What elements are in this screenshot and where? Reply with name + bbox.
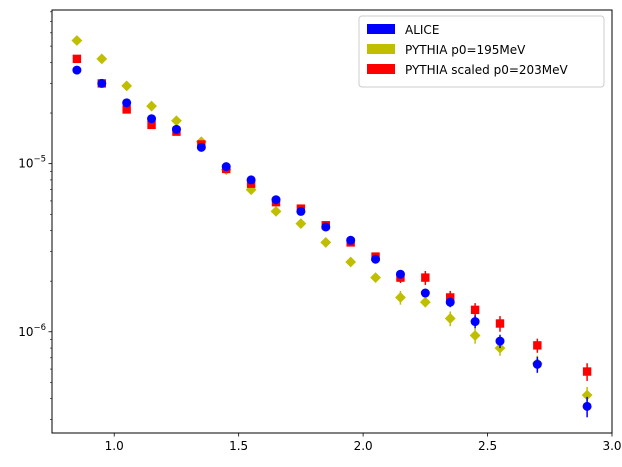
x-tick-label: 2.0 xyxy=(354,439,373,453)
legend: ALICE PYTHIA p0=195MeV PYTHIA scaled p0=20… xyxy=(358,15,605,88)
data-point xyxy=(171,115,182,127)
data-point xyxy=(581,389,593,401)
data-point xyxy=(72,65,82,75)
data-point xyxy=(346,235,356,245)
data-point xyxy=(495,336,505,346)
legend-box xyxy=(358,15,605,88)
data-point xyxy=(495,319,505,328)
x-tick-label: 1.5 xyxy=(229,439,248,453)
data-point xyxy=(533,341,542,350)
data-point xyxy=(345,256,357,268)
data-point xyxy=(582,367,592,376)
data-point xyxy=(421,273,430,282)
data-point xyxy=(97,78,107,88)
data-point xyxy=(395,292,406,303)
data-point xyxy=(470,305,480,315)
legend-label: PYTHIA scaled p0=203MeV xyxy=(405,63,569,77)
data-point xyxy=(146,100,157,112)
legend-label: ALICE xyxy=(405,23,439,37)
data-point xyxy=(246,175,256,185)
data-point xyxy=(96,53,108,65)
data-point xyxy=(147,114,157,124)
data-point xyxy=(320,237,332,248)
y-tick-label: 10−6 xyxy=(18,323,46,339)
series-circle xyxy=(72,65,592,418)
data-point xyxy=(582,401,592,411)
legend-label: PYTHIA p0=195MeV xyxy=(405,43,526,57)
data-point xyxy=(321,222,331,232)
plot-area xyxy=(71,35,593,418)
data-point xyxy=(470,317,480,327)
legend-swatch xyxy=(367,44,395,54)
data-point xyxy=(419,296,431,308)
data-point xyxy=(121,80,133,92)
data-point xyxy=(445,297,455,307)
legend-swatch xyxy=(367,64,395,74)
data-point xyxy=(122,105,131,114)
data-point xyxy=(271,195,281,205)
data-point xyxy=(147,120,156,130)
data-point xyxy=(469,330,481,341)
data-point xyxy=(295,218,307,229)
data-point xyxy=(532,359,542,369)
data-point xyxy=(395,269,405,279)
legend-swatch xyxy=(367,24,395,34)
axes: 1.0 1.5 2.0 2.5 3.0 10−6 10−5 xyxy=(18,9,622,453)
data-point xyxy=(122,98,132,108)
data-point xyxy=(221,162,231,172)
data-point xyxy=(196,142,206,152)
data-point xyxy=(72,54,82,64)
x-tick-label: 1.0 xyxy=(105,439,124,453)
data-point xyxy=(296,206,306,216)
data-point xyxy=(370,272,381,283)
data-point xyxy=(371,254,381,264)
data-point xyxy=(171,124,181,134)
data-point xyxy=(420,288,430,298)
y-tick-label: 10−5 xyxy=(18,155,46,171)
axes-frame xyxy=(51,9,613,434)
data-point xyxy=(270,205,282,217)
data-point xyxy=(444,313,456,324)
x-tick-label: 3.0 xyxy=(602,439,621,453)
data-point xyxy=(71,35,83,46)
x-tick-label: 2.5 xyxy=(478,439,497,453)
